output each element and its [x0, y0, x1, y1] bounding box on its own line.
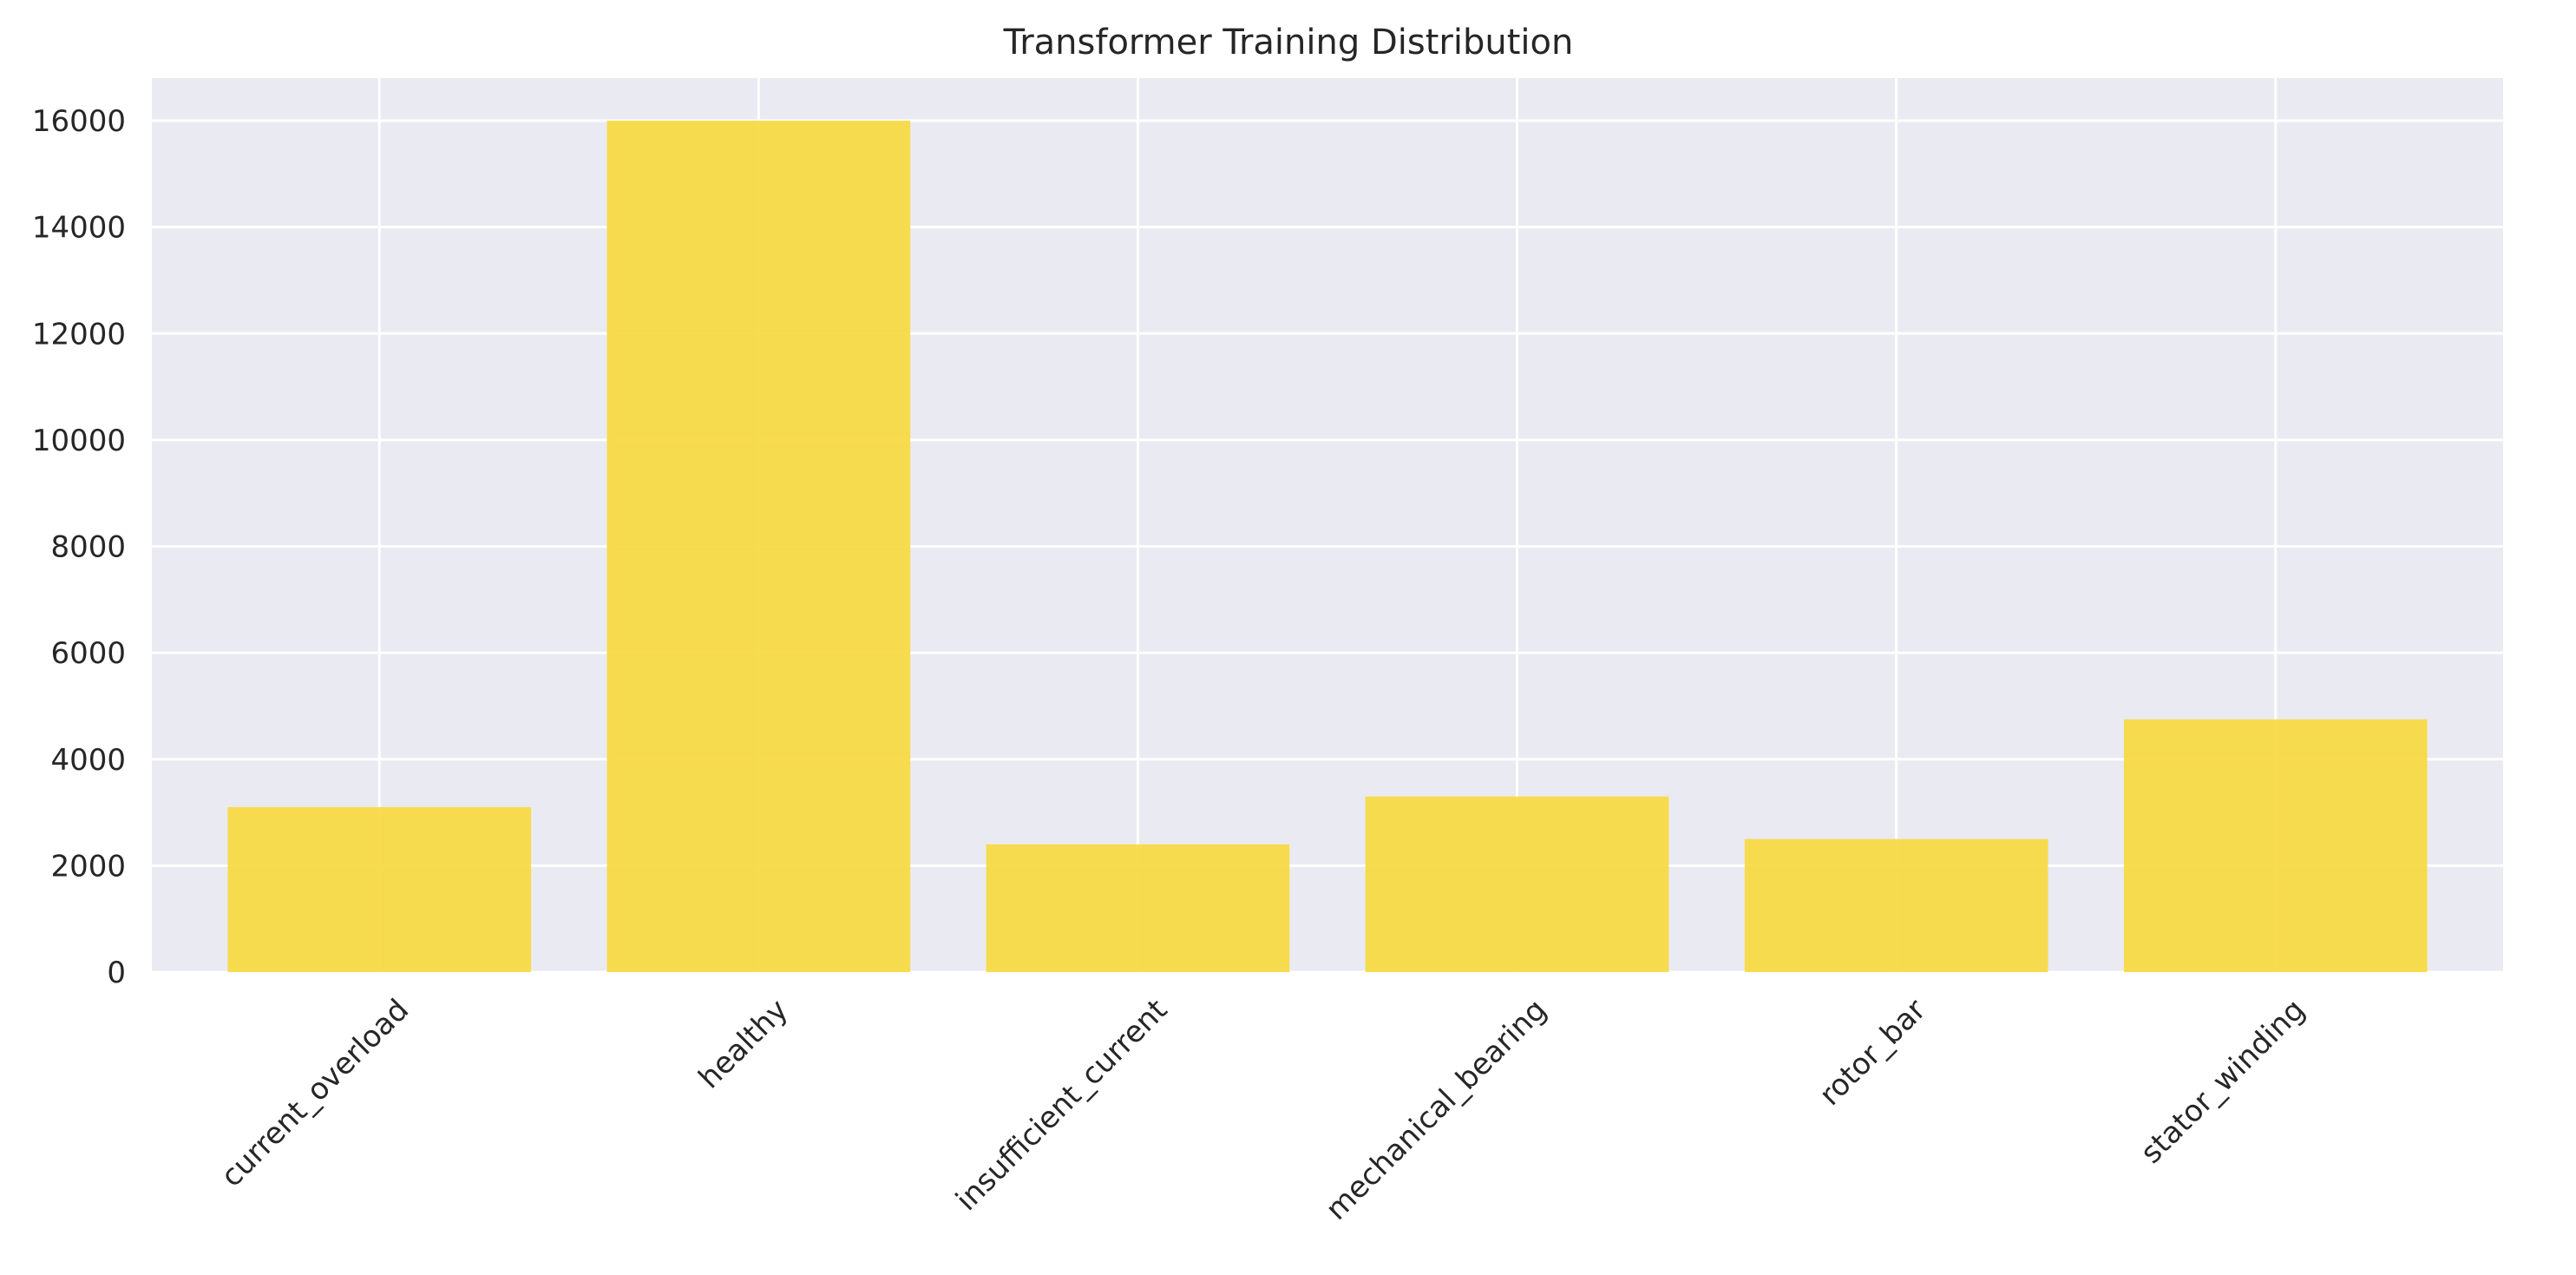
y-tick-label: 8000 [50, 530, 126, 565]
bars [227, 121, 2428, 973]
x-axis-ticks: current_overload healthy insufficient_curr… [214, 993, 2312, 1227]
x-tick-label: stator_winding [2134, 993, 2312, 1171]
bar-current-overload [227, 806, 532, 972]
y-tick-label: 10000 [32, 424, 126, 458]
chart-title: Transformer Training Distribution [1003, 23, 1574, 62]
y-tick-label: 2000 [50, 849, 126, 884]
y-tick-label: 12000 [32, 317, 126, 352]
y-tick-label: 4000 [50, 743, 126, 778]
x-tick-label: insufficient_current [949, 993, 1174, 1218]
y-tick-label: 6000 [50, 636, 126, 671]
bar-stator-winding [2123, 719, 2428, 972]
bar-mechanical-bearing [1365, 796, 1669, 972]
x-tick-label: rotor_bar [1812, 993, 1932, 1113]
y-tick-label: 16000 [32, 104, 126, 139]
bar-insufficient-current [986, 844, 1290, 972]
x-tick-label: current_overload [214, 993, 416, 1194]
bar-rotor-bar [1744, 838, 2048, 972]
y-tick-label: 14000 [32, 211, 126, 246]
y-tick-label: 0 [107, 956, 126, 990]
bar-healthy [606, 121, 911, 973]
x-tick-label: healthy [692, 993, 796, 1096]
y-axis-ticks: 0 2000 4000 6000 8000 10000 12000 14000 16000 [32, 104, 126, 990]
x-tick-label: mechanical_bearing [1319, 993, 1553, 1227]
